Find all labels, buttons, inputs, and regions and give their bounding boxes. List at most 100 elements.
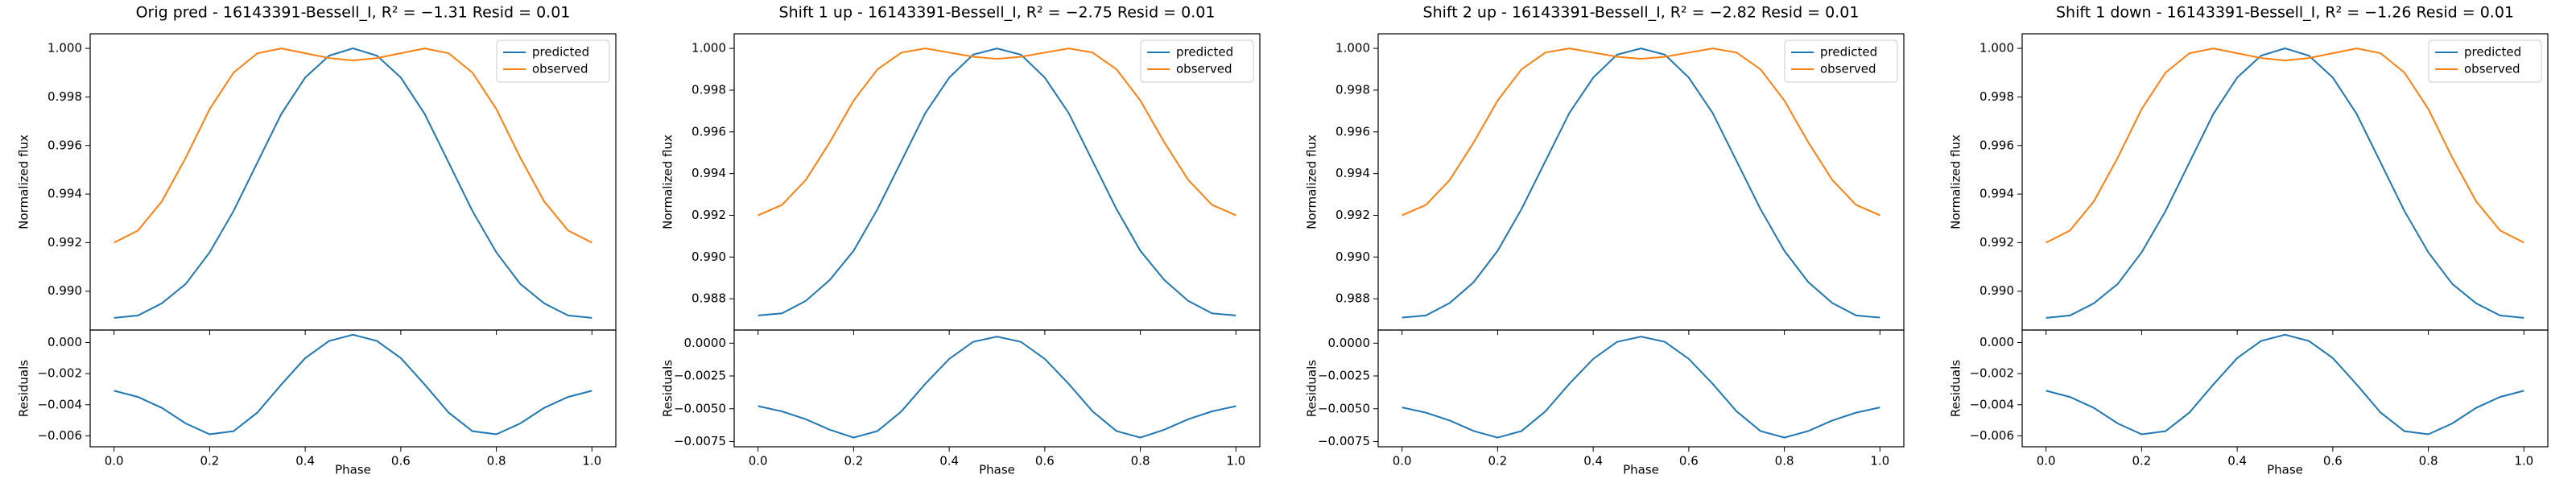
x-tick-label: 1.0: [2514, 454, 2533, 469]
chart-title: Shift 2 up - 16143391-Bessell_I, R² = −2…: [1423, 4, 1860, 22]
x-tick-label: 0.8: [1775, 454, 1794, 469]
x-axis-label: Phase: [335, 463, 371, 477]
y-tick-label: 1.000: [691, 41, 726, 56]
y-tick-label: 0.992: [691, 208, 726, 222]
y-tick-label: −0.0075: [674, 434, 726, 448]
y-tick-label: 0.992: [1335, 208, 1370, 222]
legend-box: [1784, 39, 1898, 83]
x-tick-label: 0.4: [295, 454, 315, 469]
data-line: [114, 47, 592, 244]
y-tick-label: 0.994: [1979, 187, 2014, 201]
chart-title: Shift 1 down - 16143391-Bessell_I, R² = …: [2056, 4, 2514, 22]
legend-label: observed: [532, 62, 588, 76]
panel: Shift 2 up - 16143391-Bessell_I, R² = −2…: [1305, 4, 1905, 477]
chart-title: Shift 1 up - 16143391-Bessell_I, R² = −2…: [779, 4, 1216, 22]
legend: predicted observed: [496, 39, 610, 83]
y-tick-label: 0.996: [47, 138, 82, 152]
axes-frame: [89, 329, 617, 448]
axes-frame: [2021, 329, 2549, 448]
y-tick-label: −0.0025: [674, 369, 726, 383]
x-tick-label: 0.4: [939, 454, 959, 469]
legend-box: [1140, 39, 1254, 83]
x-tick-label: 0.8: [2419, 454, 2438, 469]
panel: Shift 1 up - 16143391-Bessell_I, R² = −2…: [661, 4, 1261, 477]
x-tick-label: 0.2: [200, 454, 219, 469]
y-axis-label: Residuals: [661, 360, 675, 417]
x-tick-label: 0.6: [2323, 454, 2343, 469]
x-tick-label: 0.0: [2037, 454, 2056, 469]
x-axis-label: Phase: [1623, 463, 1659, 477]
x-tick-label: 0.8: [1131, 454, 1150, 469]
y-tick-label: −0.0075: [1318, 434, 1370, 448]
legend: predicted observed: [1784, 39, 1898, 83]
y-axis-label: Residuals: [1949, 360, 1963, 417]
legend-label: observed: [1820, 62, 1876, 76]
x-tick-label: 0.4: [1583, 454, 1603, 469]
y-tick-label: 0.992: [47, 235, 82, 250]
residual-line: [1402, 336, 1880, 439]
residual-line: [758, 336, 1236, 439]
x-tick-label: 1.0: [1226, 454, 1245, 469]
y-axis-label: Normalized flux: [17, 134, 31, 229]
x-tick-label: 0.0: [749, 454, 768, 469]
y-tick-label: 0.990: [1335, 250, 1370, 264]
data-line: [2046, 47, 2524, 244]
x-tick-label: 0.0: [105, 454, 124, 469]
x-tick-label: 0.2: [844, 454, 863, 469]
y-tick-label: −0.004: [1969, 397, 2014, 411]
y-tick-label: 0.0000: [1328, 336, 1371, 350]
y-tick-label: −0.0025: [1318, 369, 1370, 383]
legend-label: predicted: [2464, 45, 2521, 60]
data-line: [114, 47, 592, 319]
y-tick-label: 0.988: [691, 291, 726, 306]
y-tick-label: 1.000: [1979, 41, 2014, 56]
x-tick-label: 0.2: [1488, 454, 1507, 469]
y-tick-label: 0.992: [1979, 235, 2014, 250]
x-tick-label: 0.8: [487, 454, 506, 469]
y-tick-label: 0.994: [1335, 166, 1370, 180]
y-tick-label: 0.988: [1335, 291, 1370, 306]
residual-line: [114, 333, 592, 436]
legend-box: [496, 39, 610, 83]
panel: Shift 1 down - 16143391-Bessell_I, R² = …: [1949, 4, 2549, 477]
y-axis-label: Normalized flux: [661, 134, 675, 229]
x-tick-label: 0.6: [1035, 454, 1055, 469]
legend-label: predicted: [1820, 45, 1877, 60]
y-tick-label: −0.0050: [674, 401, 726, 415]
x-tick-label: 0.4: [2227, 454, 2247, 469]
y-tick-label: 0.998: [1979, 89, 2014, 104]
y-tick-label: 0.990: [47, 283, 82, 298]
y-tick-label: −0.006: [1969, 428, 2014, 443]
x-tick-label: 0.2: [2132, 454, 2151, 469]
y-tick-label: 0.996: [1335, 124, 1370, 138]
x-axis-label: Phase: [979, 463, 1015, 477]
y-axis-label: Normalized flux: [1305, 134, 1319, 229]
legend-label: observed: [1176, 62, 1232, 76]
data-line: [758, 47, 1236, 217]
y-tick-label: −0.002: [37, 366, 82, 381]
x-axis-label: Phase: [2267, 463, 2303, 477]
y-tick-label: 0.000: [47, 335, 82, 349]
x-tick-label: 0.6: [391, 454, 411, 469]
y-tick-label: 0.998: [1335, 82, 1370, 97]
y-tick-label: 0.0000: [684, 336, 727, 350]
y-tick-label: 0.994: [47, 187, 82, 201]
legend-label: predicted: [532, 45, 589, 60]
x-tick-label: 0.6: [1679, 454, 1699, 469]
legend: predicted observed: [1140, 39, 1254, 83]
y-tick-label: 0.990: [1979, 283, 2014, 298]
axes-frame: [1377, 329, 1905, 448]
legend-label: predicted: [1176, 45, 1233, 60]
data-line: [1402, 47, 1880, 217]
y-tick-label: 0.996: [1979, 138, 2014, 152]
y-axis-label: Residuals: [1305, 360, 1319, 417]
y-tick-label: 1.000: [47, 41, 82, 56]
y-tick-label: −0.002: [1969, 366, 2014, 381]
data-line: [1402, 47, 1880, 319]
y-tick-label: 0.996: [691, 124, 726, 138]
y-tick-label: 0.998: [691, 82, 726, 97]
axes-frame: [733, 329, 1261, 448]
y-tick-label: 1.000: [1335, 41, 1370, 56]
legend-label: observed: [2464, 62, 2520, 76]
